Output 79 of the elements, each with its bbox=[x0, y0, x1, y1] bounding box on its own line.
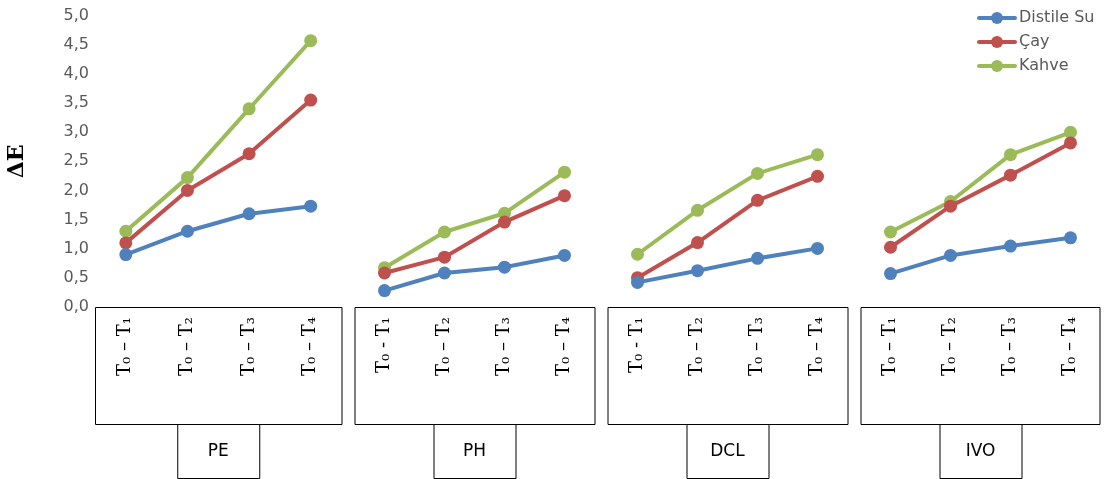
y-tick-label: 4,0 bbox=[63, 63, 89, 83]
point bbox=[884, 225, 897, 239]
point bbox=[558, 165, 571, 179]
point bbox=[811, 169, 824, 183]
x-tick-label: T₀ – T₄ bbox=[1058, 317, 1080, 376]
x-tick-label: T₀ – T₂ bbox=[175, 317, 197, 376]
x-tick-label: T₀ - T₁ bbox=[372, 317, 394, 373]
point bbox=[304, 34, 318, 48]
y-tick-label: 0,0 bbox=[63, 296, 89, 316]
point bbox=[438, 250, 451, 264]
x-tick-label: T₀ - T₁ bbox=[625, 317, 647, 373]
x-axis-title: IVO bbox=[965, 439, 996, 460]
x-tick-label: T₀ – T₁ bbox=[878, 317, 900, 376]
point bbox=[751, 251, 764, 265]
point bbox=[180, 183, 194, 197]
x-tick-label: T₀ – T₂ bbox=[938, 317, 960, 376]
point bbox=[180, 224, 194, 238]
point bbox=[1064, 125, 1077, 139]
x-axis-title: PH bbox=[462, 439, 487, 460]
point bbox=[811, 241, 824, 255]
point bbox=[751, 166, 764, 180]
y-tick-label: 1,5 bbox=[63, 208, 89, 228]
x-axis-title: PE bbox=[207, 439, 229, 460]
point bbox=[498, 215, 511, 229]
x-tick-label: T₀ – T₃ bbox=[745, 317, 767, 376]
point bbox=[691, 264, 704, 278]
point bbox=[119, 224, 133, 238]
y-tick-label: 3,5 bbox=[63, 92, 89, 112]
point bbox=[558, 189, 571, 203]
x-tick-label: T₀ – T₃ bbox=[236, 317, 258, 376]
x-tick-label: T₀ – T₃ bbox=[998, 317, 1020, 376]
y-tick-label: 0,5 bbox=[63, 267, 89, 287]
x-tick-label: T₀ – T₁ bbox=[113, 317, 135, 376]
y-tick-label: 5,0 bbox=[63, 4, 89, 24]
point bbox=[304, 199, 318, 213]
x-tick-label: T₀ – T₄ bbox=[805, 317, 827, 376]
point bbox=[631, 247, 644, 261]
y-tick-label: 4,5 bbox=[63, 33, 89, 53]
x-tick-label: T₀ – T₃ bbox=[492, 317, 514, 376]
point bbox=[438, 266, 451, 280]
point bbox=[1064, 231, 1077, 245]
x-tick-label: T₀ – T₂ bbox=[432, 317, 454, 376]
point bbox=[119, 236, 133, 250]
y-tick-label: 2,0 bbox=[63, 179, 89, 199]
point bbox=[242, 207, 256, 221]
y-tick-label: 3,0 bbox=[63, 121, 89, 141]
point bbox=[304, 93, 318, 107]
x-tick-label: T₀ – T₄ bbox=[552, 317, 574, 376]
x-axis-title: DCL bbox=[710, 439, 746, 460]
legend-label: Kahve bbox=[1019, 55, 1069, 75]
point bbox=[119, 248, 133, 262]
point bbox=[751, 193, 764, 207]
x-tick-label: T₀ – T₄ bbox=[298, 317, 320, 376]
point bbox=[944, 248, 957, 262]
legend-label: Çay bbox=[1019, 31, 1050, 51]
x-tick-label: T₀ – T₂ bbox=[685, 317, 707, 376]
y-tick-label: 2,5 bbox=[63, 150, 89, 170]
point bbox=[180, 171, 194, 185]
point bbox=[1004, 239, 1017, 253]
point bbox=[691, 236, 704, 250]
point bbox=[1064, 136, 1077, 150]
point bbox=[242, 147, 256, 161]
point bbox=[944, 199, 957, 213]
point bbox=[631, 275, 644, 289]
point bbox=[884, 240, 897, 254]
point bbox=[691, 203, 704, 217]
point bbox=[558, 248, 571, 262]
legend-label: Distile Su bbox=[1019, 7, 1095, 27]
y-axis-title: ΔE bbox=[1, 144, 28, 179]
point bbox=[884, 267, 897, 281]
point bbox=[1004, 148, 1017, 162]
y-tick-label: 1,0 bbox=[63, 237, 89, 257]
point bbox=[498, 260, 511, 274]
point bbox=[378, 266, 391, 280]
point bbox=[1004, 168, 1017, 182]
point bbox=[438, 225, 451, 239]
point bbox=[242, 102, 256, 116]
point bbox=[378, 284, 391, 298]
point bbox=[811, 148, 824, 162]
